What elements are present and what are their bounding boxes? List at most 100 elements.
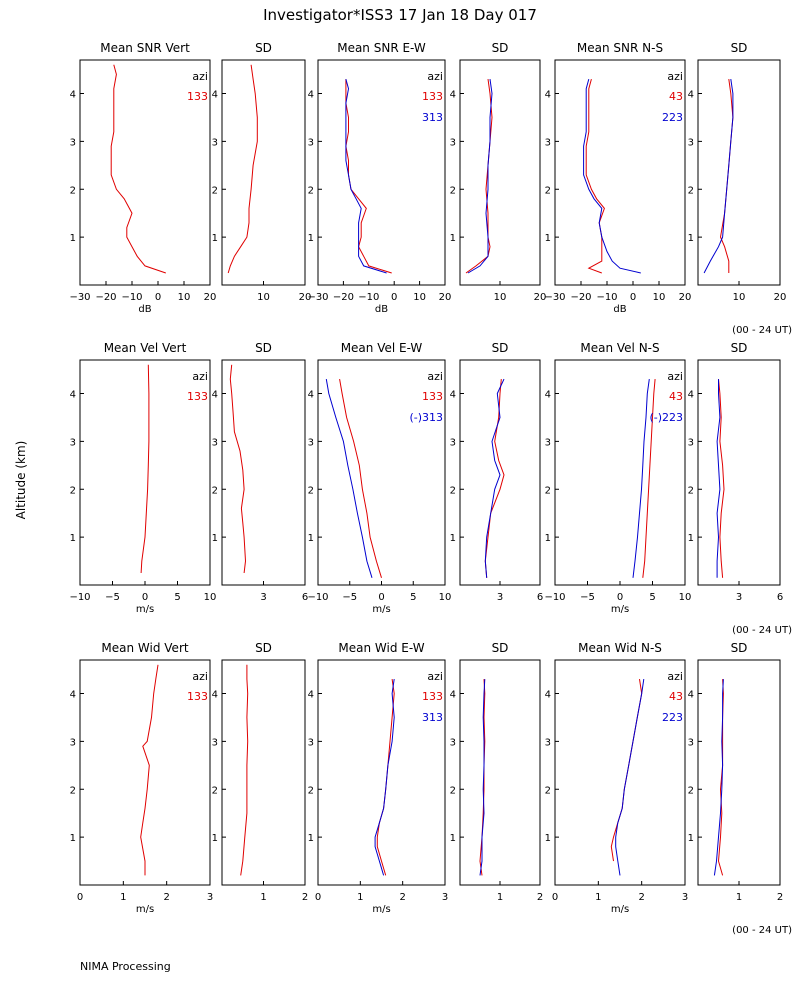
series-line-blue bbox=[583, 78, 641, 274]
x-tick-label: 10 bbox=[257, 292, 270, 303]
y-tick-label: 3 bbox=[688, 737, 694, 748]
legend-header: azi bbox=[667, 370, 683, 383]
y-tick-label: 2 bbox=[212, 485, 218, 496]
x-tick-label: −20 bbox=[570, 292, 591, 303]
x-tick-label: 10 bbox=[679, 592, 692, 603]
x-tick-label: −30 bbox=[544, 292, 565, 303]
series-line-blue bbox=[716, 379, 721, 578]
x-axis-label: dB bbox=[138, 304, 151, 315]
panel-3-5: Mean Wid N-S 1 2 3 4 0 1 2 3 m/s azi 43 223 bbox=[545, 641, 689, 915]
panel-title: Mean SNR E-W bbox=[337, 41, 426, 55]
x-tick-label: 0 bbox=[77, 892, 83, 903]
x-axis-label: dB bbox=[375, 304, 388, 315]
series-line-red bbox=[229, 364, 247, 574]
panel-frame bbox=[554, 359, 686, 586]
series-line-blue bbox=[345, 78, 387, 274]
y-tick-label: 3 bbox=[450, 737, 456, 748]
x-tick-label: −10 bbox=[121, 292, 142, 303]
panel-title: Mean Wid N-S bbox=[578, 641, 662, 655]
panel-3-6: SD 1 2 3 4 1 2 bbox=[688, 641, 784, 903]
y-tick-label: 1 bbox=[308, 533, 314, 544]
x-tick-label: 1 bbox=[260, 892, 266, 903]
panel-2-2: SD 1 2 3 4 3 6 bbox=[212, 341, 309, 603]
x-tick-label: 20 bbox=[204, 292, 217, 303]
legend-entry: 223 bbox=[662, 111, 683, 124]
x-tick-label: 1 bbox=[357, 892, 363, 903]
ut-range-label: (00 - 24 UT) bbox=[732, 625, 792, 636]
panel-title: SD bbox=[255, 41, 272, 55]
legend-header: azi bbox=[427, 670, 443, 683]
panel-title: SD bbox=[731, 41, 748, 55]
x-axis-label: m/s bbox=[136, 604, 154, 615]
y-tick-label: 2 bbox=[545, 485, 551, 496]
x-tick-label: −10 bbox=[596, 292, 617, 303]
y-tick-label: 2 bbox=[688, 785, 694, 796]
series-line-blue bbox=[374, 679, 395, 876]
panel-frame bbox=[221, 659, 306, 886]
x-tick-label: 1 bbox=[120, 892, 126, 903]
series-line-blue bbox=[632, 379, 650, 578]
panel-title: SD bbox=[492, 641, 509, 655]
panel-1-3: Mean SNR E-W 1 2 3 4 −30 −20 −10 0 10 20 dB azi 133 31… bbox=[307, 41, 451, 315]
x-tick-label: 2 bbox=[302, 892, 308, 903]
x-tick-label: 1 bbox=[736, 892, 742, 903]
y-tick-label: 3 bbox=[450, 437, 456, 448]
legend-entry: (-)313 bbox=[409, 411, 443, 424]
y-tick-label: 4 bbox=[545, 390, 551, 401]
x-tick-label: 10 bbox=[439, 592, 452, 603]
series-line-blue bbox=[484, 378, 505, 578]
x-tick-label: 3 bbox=[497, 592, 503, 603]
x-tick-label: 6 bbox=[537, 592, 543, 603]
panel-frame bbox=[317, 659, 446, 886]
series-line-red bbox=[718, 379, 725, 578]
panel-1-4: SD 1 2 3 4 10 20 bbox=[450, 41, 547, 303]
x-tick-label: 20 bbox=[534, 292, 547, 303]
series-line-red bbox=[110, 64, 166, 274]
panel-frame bbox=[697, 59, 781, 286]
series-line-blue bbox=[467, 79, 493, 274]
x-tick-label: 6 bbox=[302, 592, 308, 603]
series-line-red bbox=[345, 79, 392, 274]
x-tick-label: −5 bbox=[342, 592, 357, 603]
y-tick-label: 4 bbox=[212, 390, 218, 401]
panel-title: SD bbox=[492, 41, 509, 55]
legend-entry: 133 bbox=[187, 390, 208, 403]
y-tick-label: 2 bbox=[450, 785, 456, 796]
y-tick-label: 2 bbox=[308, 485, 314, 496]
legend-header: azi bbox=[427, 70, 443, 83]
x-tick-label: −20 bbox=[95, 292, 116, 303]
y-tick-label: 4 bbox=[308, 390, 314, 401]
y-tick-label: 2 bbox=[212, 785, 218, 796]
legend-header: azi bbox=[192, 370, 208, 383]
y-tick-label: 1 bbox=[308, 233, 314, 244]
y-tick-label: 4 bbox=[688, 390, 694, 401]
panel-title: Mean SNR Vert bbox=[100, 41, 190, 55]
y-tick-label: 3 bbox=[545, 737, 551, 748]
y-tick-label: 2 bbox=[308, 185, 314, 196]
panel-1-1: Mean SNR Vert 1 2 3 4 −30 −20 −10 0 10 20 dB azi 133 bbox=[69, 41, 216, 315]
x-tick-label: 20 bbox=[299, 292, 312, 303]
panel-title: SD bbox=[255, 641, 272, 655]
panel-title: Mean Vel E-W bbox=[341, 341, 423, 355]
panel-title: SD bbox=[492, 341, 509, 355]
x-tick-label: −10 bbox=[358, 292, 379, 303]
panel-2-4: SD 1 2 3 4 3 6 bbox=[450, 341, 544, 603]
legend-header: azi bbox=[192, 70, 208, 83]
legend-entry: (-)223 bbox=[649, 411, 683, 424]
legend-entry: 43 bbox=[669, 90, 683, 103]
x-tick-label: −30 bbox=[307, 292, 328, 303]
panel-frame bbox=[697, 359, 781, 586]
legend-entry: 313 bbox=[422, 711, 443, 724]
y-tick-label: 3 bbox=[545, 137, 551, 148]
panel-1-6: SD 1 2 3 4 10 20 bbox=[688, 41, 787, 303]
y-tick-label: 1 bbox=[545, 533, 551, 544]
panel-frame bbox=[79, 659, 211, 886]
y-tick-label: 2 bbox=[70, 485, 76, 496]
x-tick-label: −10 bbox=[544, 592, 565, 603]
y-tick-label: 1 bbox=[688, 833, 694, 844]
x-tick-label: 5 bbox=[174, 592, 180, 603]
x-tick-label: −10 bbox=[307, 592, 328, 603]
panel-title: SD bbox=[731, 641, 748, 655]
y-tick-label: 4 bbox=[308, 690, 314, 701]
